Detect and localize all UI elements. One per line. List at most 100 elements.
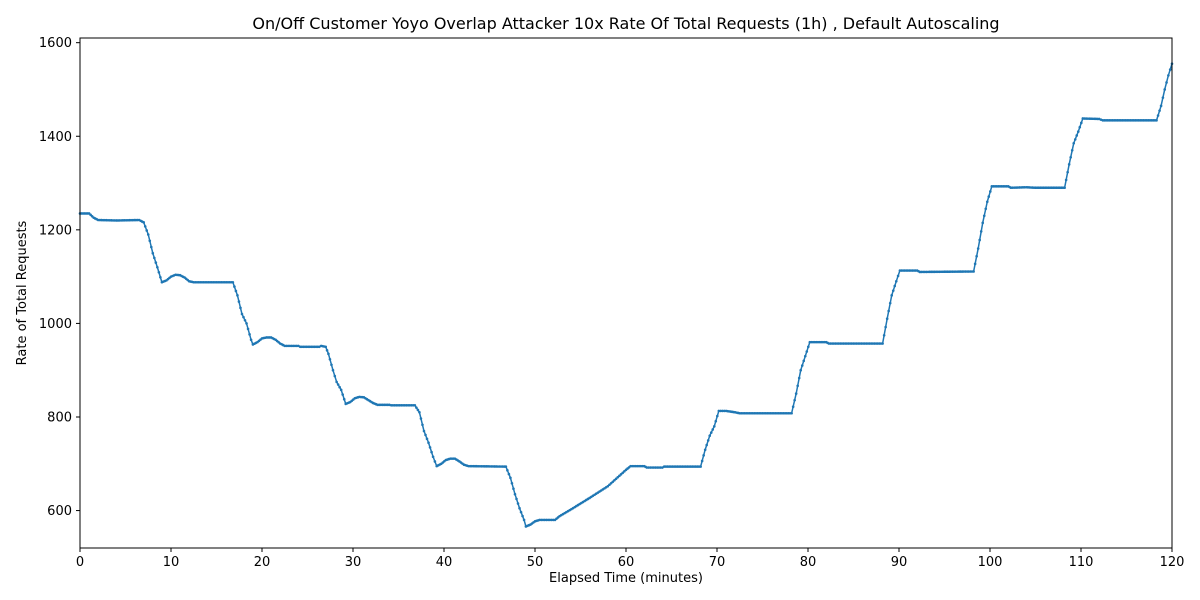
- data-point: [791, 405, 795, 409]
- data-point: [339, 388, 343, 392]
- x-tick-label: 20: [254, 555, 271, 570]
- data-point: [793, 398, 796, 402]
- data-point: [239, 306, 242, 310]
- y-tick-label: 1000: [39, 317, 72, 332]
- data-point: [327, 352, 330, 356]
- data-point: [614, 477, 618, 481]
- data-point: [616, 476, 620, 479]
- series-line: [80, 63, 1173, 528]
- data-point: [415, 406, 418, 409]
- data-point: [1066, 170, 1069, 174]
- data-point: [519, 510, 523, 514]
- x-axis: 0 10 20 30 40 50 60 70 80 90 100 110 120: [76, 548, 1184, 570]
- data-point: [708, 434, 712, 438]
- data-point: [1168, 68, 1172, 71]
- data-point: [413, 403, 417, 407]
- data-point: [328, 357, 332, 361]
- data-point: [706, 439, 710, 442]
- data-point: [1165, 81, 1168, 84]
- data-point: [333, 374, 337, 378]
- data-point: [709, 431, 713, 434]
- y-tick-label: 1600: [39, 36, 72, 51]
- data-point: [153, 256, 156, 260]
- data-point: [621, 471, 624, 475]
- data-point: [611, 480, 615, 484]
- data-point: [515, 497, 518, 501]
- data-point: [330, 363, 333, 367]
- data-point: [325, 349, 329, 352]
- data-point: [699, 465, 702, 468]
- data-point: [157, 270, 161, 274]
- series-layer: [78, 62, 1174, 528]
- data-point: [148, 239, 152, 243]
- x-tick-label: 90: [891, 555, 908, 570]
- data-point: [890, 294, 894, 297]
- data-point: [1078, 125, 1082, 129]
- data-point: [424, 433, 427, 437]
- data-point: [1159, 104, 1163, 108]
- data-point: [421, 423, 424, 427]
- data-point: [703, 448, 707, 452]
- data-point: [246, 327, 250, 331]
- x-tick-label: 100: [978, 555, 1003, 570]
- data-point: [985, 200, 989, 204]
- data-point: [1069, 156, 1072, 159]
- data-point: [613, 478, 616, 482]
- data-point: [237, 300, 241, 303]
- data-point: [149, 245, 153, 249]
- data-point: [1076, 130, 1080, 133]
- x-tick-label: 60: [618, 555, 635, 570]
- data-point: [236, 294, 239, 297]
- data-point: [430, 450, 433, 454]
- data-point: [245, 322, 248, 325]
- data-point: [796, 384, 799, 388]
- y-tick-label: 1200: [39, 223, 72, 238]
- data-point: [894, 280, 898, 283]
- data-point: [800, 364, 804, 367]
- data-point: [324, 345, 328, 349]
- data-point: [884, 325, 887, 329]
- data-point: [891, 289, 895, 292]
- data-point: [341, 393, 344, 396]
- data-point: [518, 506, 521, 510]
- data-point: [882, 333, 886, 337]
- y-axis-label: Rate of Total Requests: [15, 220, 30, 365]
- data-point: [504, 465, 508, 468]
- data-point: [240, 312, 244, 316]
- data-point: [142, 221, 145, 224]
- data-point: [885, 317, 889, 321]
- data-point: [418, 411, 421, 414]
- data-point: [719, 409, 722, 413]
- data-point: [711, 428, 715, 431]
- data-point: [712, 425, 716, 428]
- data-point: [335, 380, 338, 384]
- data-point: [234, 289, 238, 293]
- x-tick-label: 70: [709, 555, 726, 570]
- data-point: [1156, 114, 1160, 117]
- data-point: [243, 318, 247, 322]
- data-point: [416, 408, 420, 412]
- data-point: [151, 251, 155, 255]
- data-point: [794, 392, 798, 395]
- data-point: [802, 359, 806, 363]
- data-point: [425, 437, 429, 441]
- data-point: [803, 354, 807, 358]
- data-point: [972, 270, 975, 273]
- data-point: [512, 487, 515, 491]
- data-point: [1155, 119, 1158, 122]
- data-point: [888, 301, 892, 305]
- data-point: [978, 238, 981, 242]
- data-point: [987, 195, 991, 198]
- data-point: [510, 481, 514, 485]
- data-point: [509, 476, 512, 480]
- x-tick-label: 50: [527, 555, 544, 570]
- data-point: [507, 472, 511, 476]
- data-point: [721, 409, 724, 413]
- data-point: [619, 473, 623, 476]
- data-point: [976, 247, 980, 250]
- data-point: [716, 414, 719, 418]
- y-axis: 600 800 1000 1200 1400 1600: [39, 36, 80, 519]
- data-point: [973, 262, 977, 266]
- data-point: [893, 284, 897, 288]
